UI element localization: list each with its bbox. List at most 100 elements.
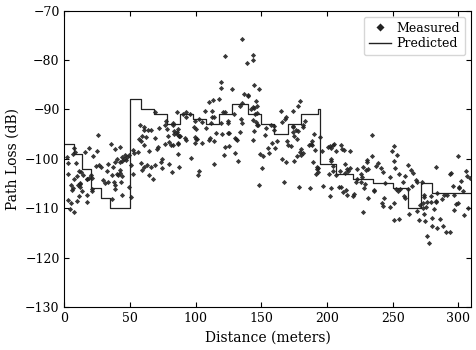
Point [116,159,124,165]
Point [252,98,259,104]
Point [307,138,315,144]
Point [379,195,387,200]
Point [103,168,110,174]
Point [67,182,74,187]
Point [449,192,456,197]
Point [362,160,370,165]
Point [120,156,128,162]
Point [433,190,440,196]
Point [262,125,269,131]
Point [381,180,388,186]
Point [238,100,246,105]
Point [454,200,461,205]
Point [127,162,135,168]
Point [328,142,336,148]
Point [435,216,443,222]
Point [218,110,226,115]
Point [147,127,155,133]
Point [167,142,175,147]
Point [233,137,240,143]
Point [309,131,317,136]
Point [192,136,200,142]
Point [163,126,170,132]
Point [293,153,300,159]
Point [417,180,425,185]
Point [466,176,473,181]
Point [155,125,163,131]
Point [165,139,172,145]
Point [312,171,320,176]
Point [111,182,119,188]
Point [236,104,243,109]
Point [396,186,404,192]
Point [195,117,202,122]
Point [446,171,453,177]
Point [192,127,199,132]
Point [217,120,224,126]
Point [422,199,429,204]
Point [119,159,126,164]
Point [361,182,368,187]
Point [307,142,315,148]
Point [154,144,162,149]
Point [446,170,454,176]
Point [135,137,142,142]
Point [343,168,351,173]
Point [411,177,419,183]
Point [164,134,171,139]
Point [404,186,411,192]
Point [169,122,176,128]
Point [75,168,83,173]
Point [94,132,102,137]
Point [174,152,181,157]
Point [437,196,445,201]
Point [442,229,449,234]
Point [182,109,189,114]
Point [420,218,428,224]
Point [327,145,334,151]
Point [113,156,120,161]
Point [76,182,84,187]
Point [138,133,146,139]
Point [405,211,412,216]
Point [336,168,343,174]
Point [454,184,462,190]
Point [282,159,289,165]
Point [83,199,91,205]
Point [439,193,447,198]
Point [360,185,367,191]
Point [209,98,217,103]
Point [394,188,401,194]
Point [279,179,287,185]
Point [76,184,84,190]
Point [207,120,215,126]
Point [83,176,91,182]
Point [398,179,406,185]
Point [153,146,161,152]
Point [137,138,144,144]
Point [264,145,271,150]
Point [169,120,176,126]
Point [421,204,429,209]
Point [81,149,89,155]
Point [249,58,257,63]
Point [64,172,72,177]
Point [258,165,265,171]
Point [160,122,168,128]
Point [350,191,357,197]
Point [224,120,231,125]
Point [277,108,284,114]
Point [129,172,137,177]
Point [449,207,456,213]
Point [283,142,291,147]
Point [111,186,119,191]
Point [389,218,397,223]
Point [174,126,181,132]
Point [205,99,212,104]
Point [232,136,239,142]
Point [151,162,159,168]
Point [109,172,116,178]
Point [260,133,268,138]
Point [174,140,181,146]
Point [254,122,261,127]
